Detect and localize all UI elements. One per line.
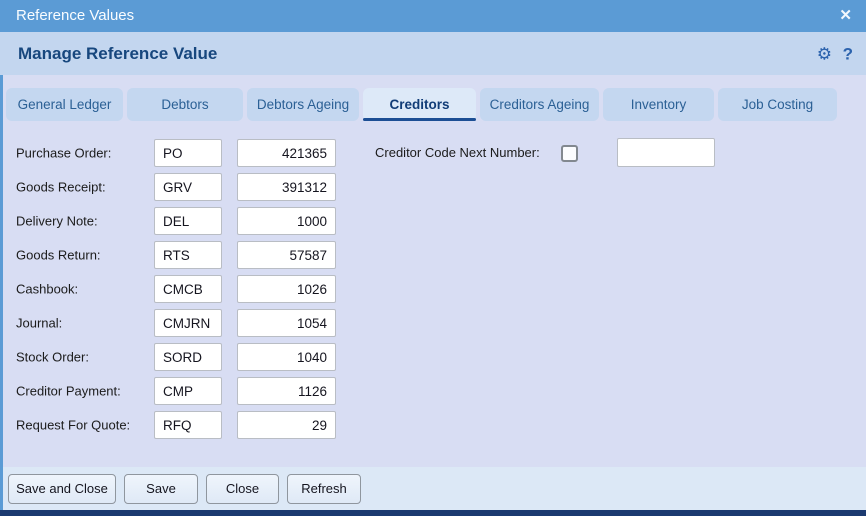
reference-values-dialog: Reference Values ✕ Manage Reference Valu… [0, 0, 866, 516]
creditors-form: Purchase Order: Goods Receipt: Delivery … [0, 122, 866, 467]
purchase-order-number-input[interactable] [237, 139, 336, 167]
field-label: Cashbook: [16, 282, 78, 297]
request-for-quote-number-input[interactable] [237, 411, 336, 439]
cashbook-prefix-input[interactable] [154, 275, 222, 303]
tab-bar: General Ledger Debtors Debtors Ageing Cr… [6, 88, 837, 121]
form-row-request-for-quote: Request For Quote: [16, 411, 356, 439]
goods-receipt-number-input[interactable] [237, 173, 336, 201]
goods-return-number-input[interactable] [237, 241, 336, 269]
save-and-close-button[interactable]: Save and Close [8, 474, 116, 504]
help-icon[interactable]: ? [843, 45, 853, 62]
tab-inventory[interactable]: Inventory [603, 88, 714, 121]
field-label: Creditor Payment: [16, 384, 121, 399]
delivery-note-number-input[interactable] [237, 207, 336, 235]
creditor-payment-number-input[interactable] [237, 377, 336, 405]
creditor-payment-prefix-input[interactable] [154, 377, 222, 405]
tab-job-costing[interactable]: Job Costing [718, 88, 837, 121]
footer-button-bar: Save and Close Save Close Refresh [0, 467, 866, 510]
journal-number-input[interactable] [237, 309, 336, 337]
creditor-code-next-number-label: Creditor Code Next Number: [375, 139, 540, 167]
field-label: Journal: [16, 316, 62, 331]
field-label: Goods Return: [16, 248, 101, 263]
goods-receipt-prefix-input[interactable] [154, 173, 222, 201]
goods-return-prefix-input[interactable] [154, 241, 222, 269]
form-row-cashbook: Cashbook: [16, 275, 356, 303]
tab-creditors-ageing[interactable]: Creditors Ageing [480, 88, 599, 121]
form-row-delivery-note: Delivery Note: [16, 207, 356, 235]
field-label: Request For Quote: [16, 418, 130, 433]
cashbook-number-input[interactable] [237, 275, 336, 303]
tab-debtors-ageing[interactable]: Debtors Ageing [247, 88, 359, 121]
stock-order-number-input[interactable] [237, 343, 336, 371]
title-bar: Reference Values ✕ [0, 0, 866, 32]
creditor-code-next-number-input[interactable] [617, 138, 715, 167]
form-row-goods-return: Goods Return: [16, 241, 356, 269]
form-row-stock-order: Stock Order: [16, 343, 356, 371]
form-row-purchase-order: Purchase Order: [16, 139, 356, 167]
tab-creditors[interactable]: Creditors [363, 88, 476, 121]
purchase-order-prefix-input[interactable] [154, 139, 222, 167]
gear-icon[interactable]: ⚙ [817, 45, 832, 62]
form-row-goods-receipt: Goods Receipt: [16, 173, 356, 201]
window-left-border [0, 75, 3, 510]
tab-general-ledger[interactable]: General Ledger [6, 88, 123, 121]
window-bottom-border [0, 510, 866, 516]
form-row-creditor-payment: Creditor Payment: [16, 377, 356, 405]
field-label: Goods Receipt: [16, 180, 106, 195]
field-label: Delivery Note: [16, 214, 98, 229]
save-button[interactable]: Save [124, 474, 198, 504]
dialog-header: Manage Reference Value ⚙ ? [0, 32, 866, 75]
window-title: Reference Values [16, 0, 134, 32]
refresh-button[interactable]: Refresh [287, 474, 361, 504]
stock-order-prefix-input[interactable] [154, 343, 222, 371]
delivery-note-prefix-input[interactable] [154, 207, 222, 235]
page-title: Manage Reference Value [18, 44, 217, 64]
tab-debtors[interactable]: Debtors [127, 88, 243, 121]
journal-prefix-input[interactable] [154, 309, 222, 337]
request-for-quote-prefix-input[interactable] [154, 411, 222, 439]
field-label: Purchase Order: [16, 146, 111, 161]
field-label: Stock Order: [16, 350, 89, 365]
form-row-journal: Journal: [16, 309, 356, 337]
creditor-code-checkbox[interactable] [561, 145, 578, 162]
close-icon[interactable]: ✕ [835, 0, 856, 32]
close-button[interactable]: Close [206, 474, 279, 504]
